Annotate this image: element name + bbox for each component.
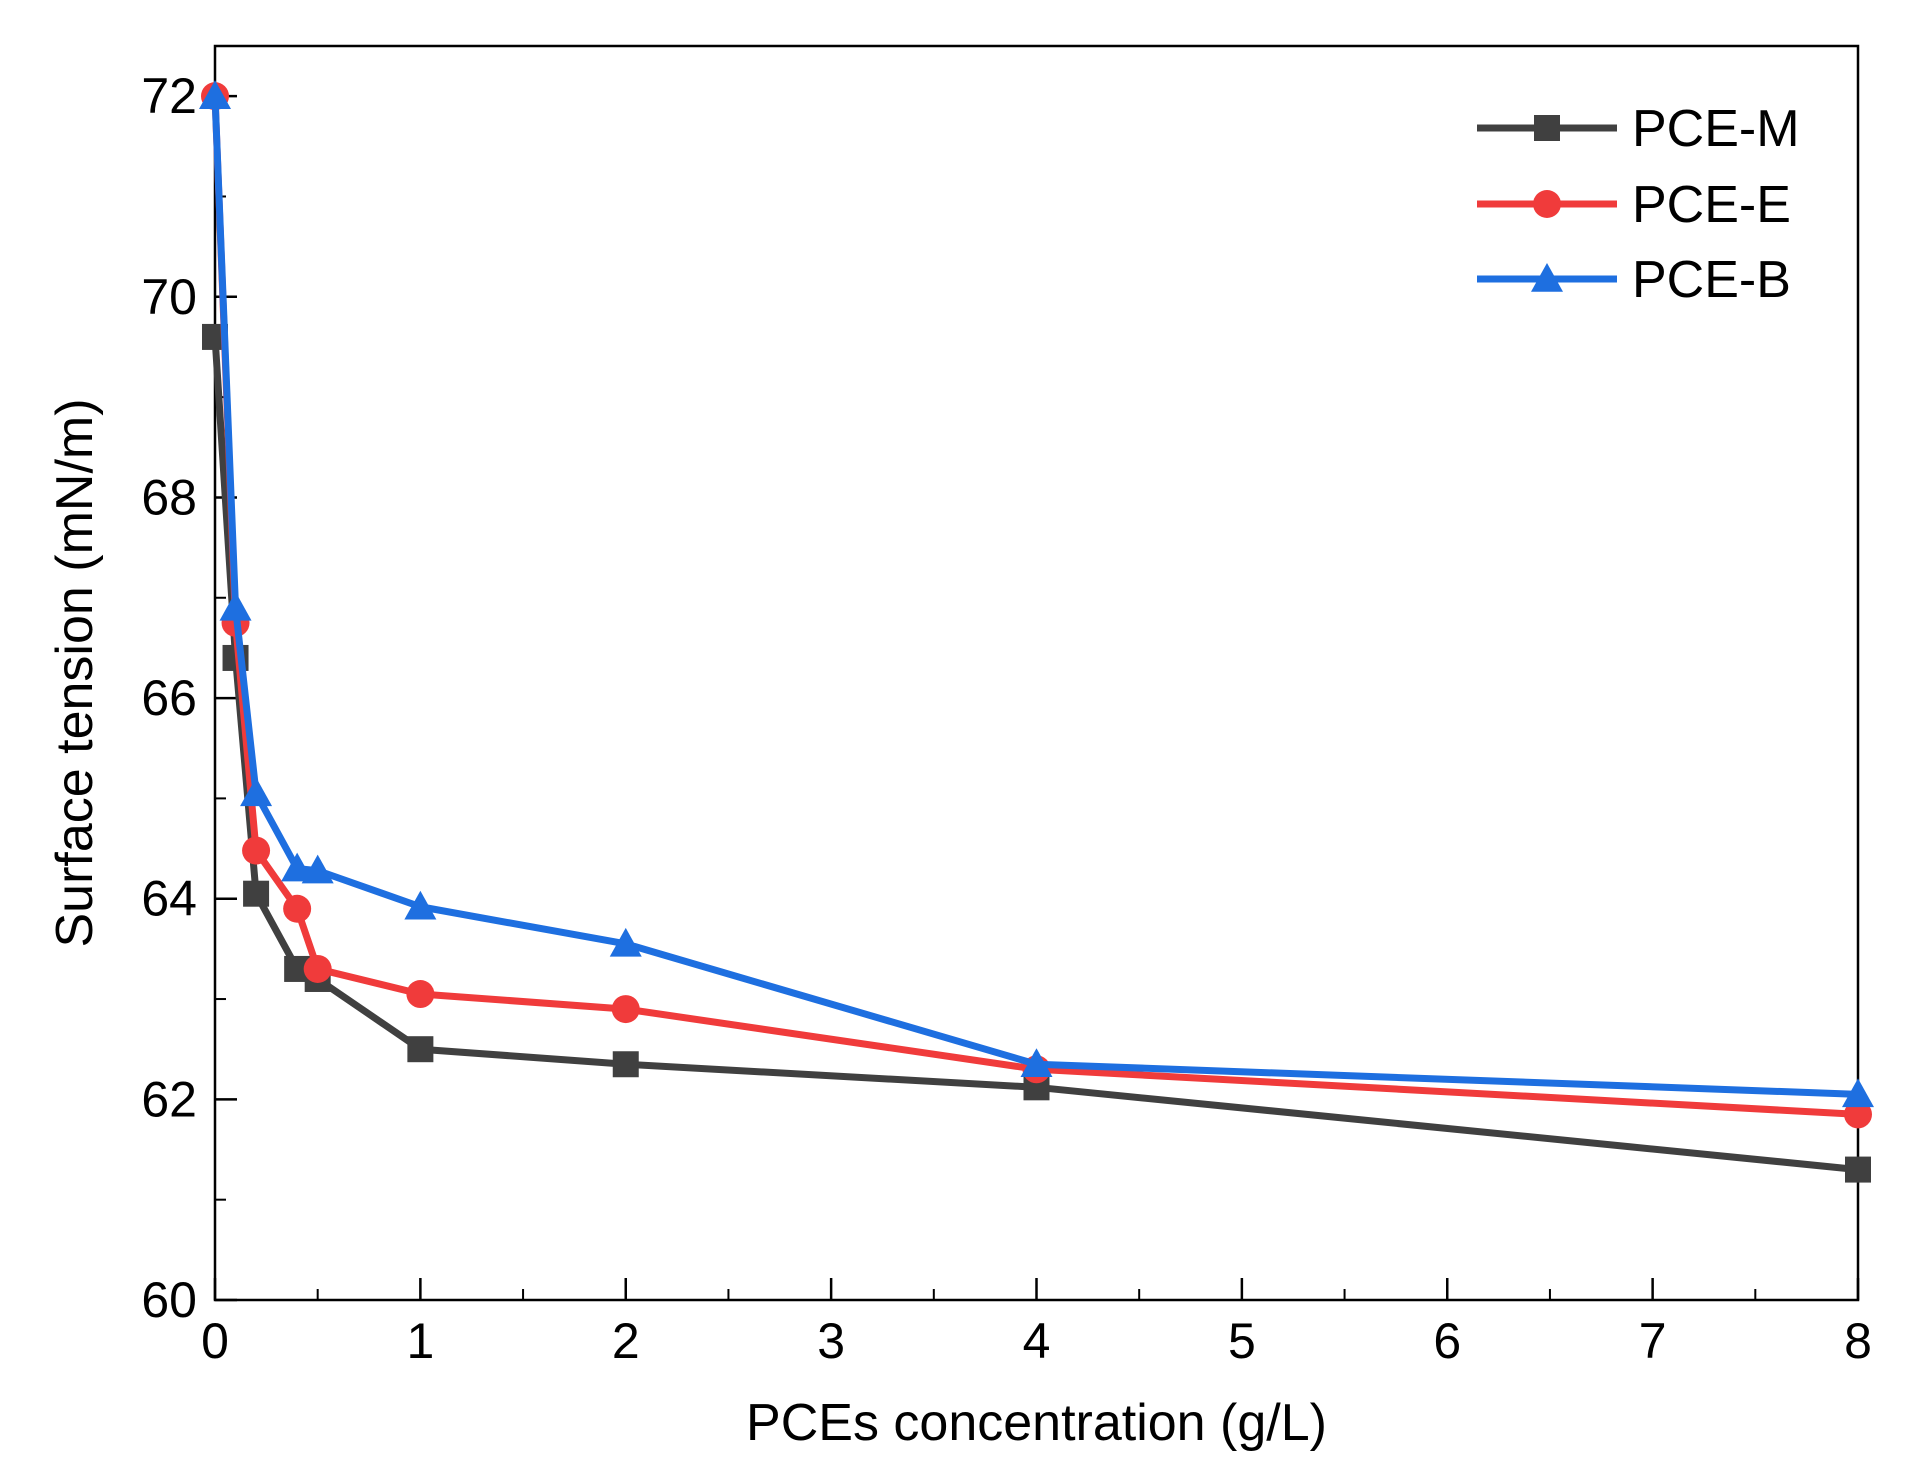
y-axis-title: Surface tension (mN/m) [46,398,104,947]
data-point [242,836,271,865]
legend-item-pce-m: PCE-M [1477,100,1800,158]
data-point [1844,1100,1872,1129]
data-point [243,880,270,907]
data-point [301,854,334,884]
x-tick-label: 7 [1639,1313,1667,1369]
series-line [211,336,1859,1174]
legend-label: PCE-E [1632,176,1791,234]
data-point [281,852,314,882]
x-tick-label: 2 [612,1313,640,1369]
y-tick-label: 60 [141,1272,197,1328]
data-point [1845,1156,1871,1183]
legend-label: PCE-B [1632,251,1791,309]
x-tick-label: 4 [1023,1313,1051,1369]
x-axis-title: PCEs concentration (g/L) [746,1394,1327,1452]
plot-area [213,44,1860,1302]
data-point [406,980,435,1009]
data-point [404,890,437,920]
data-point [611,995,640,1024]
data-point [609,927,642,957]
data-point [283,894,312,923]
series-pce-b [199,80,1874,1108]
y-axis: 60 62 64 66 68 70 72 [141,68,237,1328]
plot-frame [213,44,1860,1302]
series-line [211,96,1859,1118]
x-tick-label: 5 [1228,1313,1256,1369]
data-point [1020,1048,1053,1078]
legend: PCE-M PCE-E PCE-B [1477,100,1800,309]
y-tick-label: 62 [141,1071,197,1127]
y-tick-label: 68 [141,469,197,525]
legend-item-pce-b: PCE-B [1477,251,1791,309]
data-point [219,591,252,621]
series-layer [199,80,1874,1183]
data-point [612,1051,639,1078]
series-line [211,96,1859,1098]
legend-item-pce-e: PCE-E [1477,176,1791,234]
data-point [303,954,332,983]
data-point [1842,1078,1874,1108]
x-tick-label: 6 [1433,1313,1461,1369]
x-tick-label: 0 [201,1313,229,1369]
y-tick-label: 72 [141,68,197,124]
x-axis: 0 1 2 3 4 5 6 7 8 [201,1278,1872,1369]
y-tick-label: 70 [141,269,197,325]
legend-label: PCE-M [1632,100,1800,158]
data-point [407,1036,434,1063]
x-tick-label: 1 [406,1313,434,1369]
data-point [199,80,231,109]
x-tick-label: 3 [817,1313,845,1369]
legend-marker [1534,115,1560,141]
legend-marker [1533,190,1561,218]
y-tick-label: 66 [141,670,197,726]
y-tick-label: 64 [141,871,197,927]
series-pce-e [201,82,1872,1129]
data-point [240,777,273,807]
legend-marker [1531,263,1563,292]
x-tick-label: 8 [1844,1313,1872,1369]
